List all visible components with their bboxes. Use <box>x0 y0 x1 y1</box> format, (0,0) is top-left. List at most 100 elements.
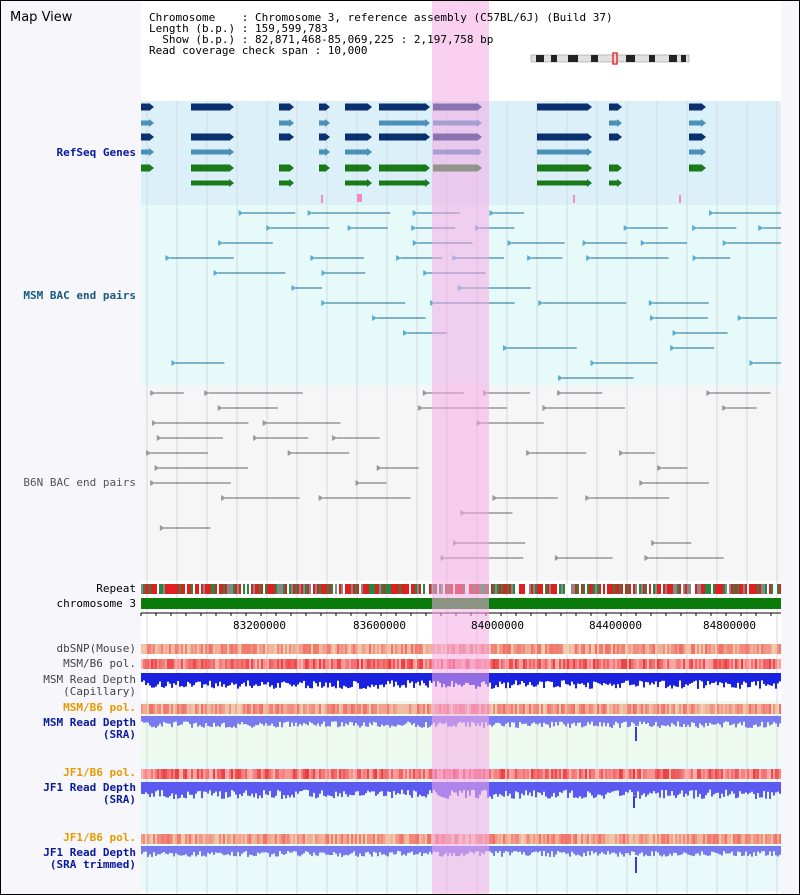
selection-highlight[interactable] <box>432 1 489 894</box>
polymorphism-cell <box>489 704 491 714</box>
read-depth-bar <box>285 782 287 799</box>
read-depth-bar <box>623 782 625 795</box>
polymorphism-cell <box>709 659 711 669</box>
polymorphism-cell <box>503 659 505 669</box>
polymorphism-cell <box>507 644 509 654</box>
track-label-msm-depth-sra[interactable]: MSM Read Depth (SRA) <box>1 717 136 741</box>
polymorphism-cell <box>621 834 623 844</box>
polymorphism-cell <box>287 769 289 779</box>
read-depth-bar <box>245 673 247 687</box>
read-depth-bar <box>597 673 599 683</box>
polymorphism-cell <box>583 659 585 669</box>
bac-end-icon <box>171 360 177 366</box>
repeat-segment <box>691 584 693 594</box>
read-depth-bar <box>165 846 167 854</box>
polymorphism-cell <box>763 704 765 714</box>
read-depth-bar <box>233 673 235 685</box>
repeat-segment <box>529 584 531 594</box>
repeat-segment <box>713 584 715 594</box>
polymorphism-cell <box>155 704 157 714</box>
track-label-msm-b6-pol[interactable]: MSM/B6 pol. <box>63 657 136 670</box>
polymorphism-cell <box>743 769 745 779</box>
polymorphism-cell <box>285 769 287 779</box>
track-label-repeat[interactable]: Repeat <box>96 582 136 595</box>
repeat-segment <box>729 584 731 594</box>
repeat-segment <box>779 584 781 594</box>
repeat-segment <box>685 584 687 594</box>
read-depth-bar <box>395 716 397 727</box>
repeat-segment <box>599 584 601 594</box>
track-label-jf1-depth-sra[interactable]: JF1 Read Depth (SRA) <box>1 782 136 806</box>
read-depth-bar <box>365 846 367 853</box>
polymorphism-cell <box>703 704 705 714</box>
track-label-msm-b6-pol-2[interactable]: MSM/B6 pol. <box>63 701 136 714</box>
gene-exon <box>345 133 367 141</box>
read-depth-bar <box>697 716 699 728</box>
polymorphism-cell <box>227 834 229 844</box>
polymorphism-cell <box>599 769 601 779</box>
read-depth-bar <box>411 673 413 682</box>
polymorphism-cell <box>657 644 659 654</box>
repeat-segment <box>717 584 719 594</box>
read-depth-bar <box>559 846 561 853</box>
read-depth-bar <box>661 782 663 791</box>
repeat-segment <box>413 584 415 594</box>
polymorphism-cell <box>373 834 375 844</box>
gene-exon <box>319 103 325 111</box>
polymorphism-cell <box>599 659 601 669</box>
track-label-chromosome[interactable]: chromosome 3 <box>56 597 136 610</box>
read-depth-bar <box>655 782 657 794</box>
polymorphism-cell <box>495 644 497 654</box>
polymorphism-cell <box>395 769 397 779</box>
polymorphism-cell <box>391 769 393 779</box>
read-depth-bar <box>263 782 265 791</box>
polymorphism-cell <box>653 834 655 844</box>
polymorphism-cell <box>489 659 491 669</box>
read-depth-bar <box>643 716 645 722</box>
read-depth-bar <box>661 673 663 681</box>
polymorphism-cell <box>231 704 233 714</box>
read-depth-bar <box>587 716 589 723</box>
polymorphism-cell <box>331 834 333 844</box>
polymorphism-cell <box>643 659 645 669</box>
polymorphism-cell <box>549 769 551 779</box>
read-depth-bar <box>193 846 195 853</box>
track-label-refseq[interactable]: RefSeq Genes <box>56 146 136 159</box>
read-depth-bar <box>671 846 673 856</box>
polymorphism-cell <box>677 659 679 669</box>
repeat-segment <box>695 584 697 594</box>
polymorphism-cell <box>251 834 253 844</box>
read-depth-bar <box>731 716 733 725</box>
polymorphism-cell <box>179 704 181 714</box>
track-label-msm-depth-capillary[interactable]: MSM Read Depth (Capillary) <box>1 674 136 698</box>
polymorphism-cell <box>653 769 655 779</box>
polymorphism-cell <box>187 834 189 844</box>
polymorphism-cell <box>239 834 241 844</box>
track-label-jf1-b6-pol[interactable]: JF1/B6 pol. <box>63 766 136 779</box>
polymorphism-cell <box>501 704 503 714</box>
track-label-jf1-depth-trimmed[interactable]: JF1 Read Depth (SRA trimmed) <box>1 847 136 871</box>
polymorphism-cell <box>767 704 769 714</box>
read-depth-bar <box>611 846 613 853</box>
gene-exon <box>345 164 367 172</box>
read-depth-bar <box>179 716 181 725</box>
read-depth-bar <box>513 782 515 799</box>
read-depth-bar <box>329 716 331 727</box>
read-depth-bar <box>579 716 581 723</box>
polymorphism-cell <box>495 769 497 779</box>
read-depth-bar <box>379 673 381 685</box>
polymorphism-cell <box>317 659 319 669</box>
polymorphism-cell <box>739 659 741 669</box>
track-label-dbsnp[interactable]: dbSNP(Mouse) <box>56 642 136 655</box>
polymorphism-cell <box>711 644 713 654</box>
polymorphism-cell <box>717 834 719 844</box>
polymorphism-cell <box>649 704 651 714</box>
read-depth-bar <box>145 846 147 852</box>
polymorphism-cell <box>777 769 779 779</box>
bac-end-icon <box>507 240 513 246</box>
track-label-b6n-bac[interactable]: B6N BAC end pairs <box>23 476 136 489</box>
polymorphism-cell <box>357 834 359 844</box>
track-label-msm-bac[interactable]: MSM BAC end pairs <box>23 289 136 302</box>
read-depth-bar <box>727 782 729 796</box>
track-label-jf1-b6-pol-2[interactable]: JF1/B6 pol. <box>63 831 136 844</box>
